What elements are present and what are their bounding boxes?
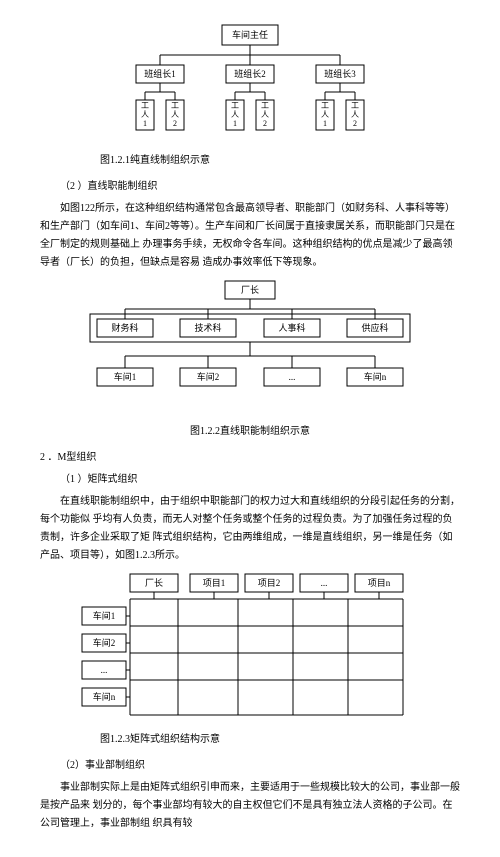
svg-text:...: ... (101, 665, 108, 675)
svg-text:工: 工 (261, 101, 269, 110)
svg-text:工: 工 (351, 101, 359, 110)
chart1-caption: 图1.2.1纯直线制组织示意 (100, 152, 460, 170)
section4-heading: （2）事业部制组织 (40, 757, 460, 775)
svg-text:1: 1 (143, 119, 147, 128)
svg-text:供应科: 供应科 (361, 322, 388, 333)
chart2-caption: 图1.2.2直线职能制组织示意 (40, 423, 460, 441)
svg-text:厂长: 厂长 (145, 577, 163, 588)
chart3-caption: 图1.2.3矩阵式组织结构示意 (100, 731, 460, 749)
svg-text:2: 2 (263, 119, 267, 128)
svg-text:1: 1 (233, 119, 237, 128)
section3-body: 在直线职能制组织中，由于组织中职能部门的权力过大和直线组织的分段引起任务的分割，… (40, 493, 460, 565)
svg-text:工: 工 (141, 101, 149, 110)
svg-text:车间2: 车间2 (93, 637, 116, 648)
svg-text:厂长: 厂长 (241, 284, 259, 295)
org-chart-1: 车间主任班组长1工人1工人2班组长2工人1工人2班组长3工人1工人2 (90, 20, 410, 150)
svg-text:工: 工 (321, 101, 329, 110)
svg-text:1: 1 (323, 119, 327, 128)
svg-text:项目1: 项目1 (203, 578, 226, 588)
svg-text:项目n: 项目n (368, 578, 391, 588)
svg-text:工: 工 (171, 101, 179, 110)
svg-text:车间1: 车间1 (114, 371, 137, 382)
svg-text:车间1: 车间1 (93, 610, 116, 621)
section2-body: 如图122所示，在这种组织结构通常包含最高领导者、职能部门（如财务科、人事科等等… (40, 200, 460, 272)
svg-text:技术科: 技术科 (194, 322, 221, 333)
svg-text:车间主任: 车间主任 (232, 29, 268, 40)
svg-text:人: 人 (231, 110, 239, 119)
svg-text:车间2: 车间2 (197, 371, 220, 382)
svg-text:人: 人 (261, 110, 269, 119)
svg-text:人: 人 (141, 110, 149, 119)
svg-text:工: 工 (231, 101, 239, 110)
org-chart-2: 厂长财务科 技术科 人事科 供应科车间1 车间2... 车间n (70, 276, 430, 421)
svg-text:班组长2: 班组长2 (234, 68, 266, 79)
svg-text:项目2: 项目2 (258, 578, 281, 588)
svg-text:2: 2 (173, 119, 177, 128)
svg-text:人: 人 (351, 110, 359, 119)
svg-text:...: ... (321, 578, 328, 588)
svg-text:车间n: 车间n (93, 691, 116, 702)
section4-body: 事业部制实际上是由矩阵式组织引申而来，主要适用于一些规模比较大的公司，事业部一般… (40, 779, 460, 833)
svg-text:班组长1: 班组长1 (144, 68, 176, 79)
section3-sub1: （1 ）矩阵式组织 (40, 471, 460, 489)
section2-heading: （2 ）直线职能制组织 (40, 178, 460, 196)
svg-text:财务科: 财务科 (111, 322, 138, 333)
svg-text:车间n: 车间n (364, 371, 387, 382)
svg-text:人事科: 人事科 (278, 322, 305, 333)
svg-text:班组长3: 班组长3 (324, 68, 356, 79)
svg-text:2: 2 (353, 119, 357, 128)
section3-heading: 2 ．M型组织 (40, 449, 460, 467)
matrix-chart-3: 厂长 项目1 项目2... 项目n 车间1 车间2... 车间n (80, 569, 420, 729)
svg-text:...: ... (289, 372, 296, 382)
svg-text:人: 人 (171, 110, 179, 119)
svg-text:人: 人 (321, 110, 329, 119)
